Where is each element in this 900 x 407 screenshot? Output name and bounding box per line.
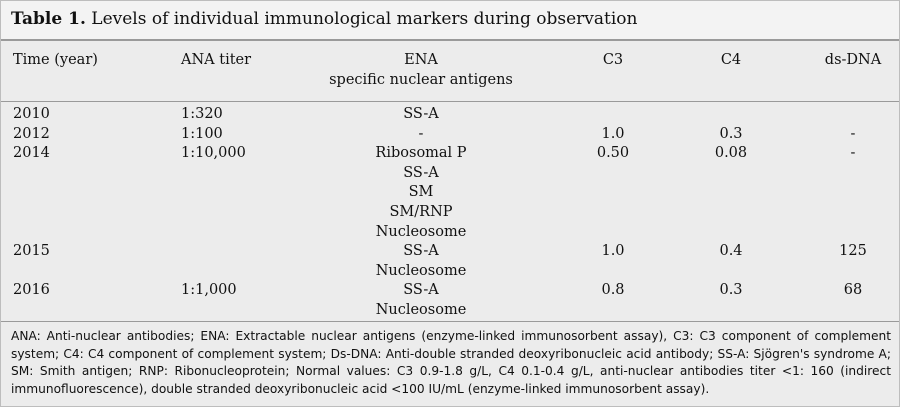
cell-ena: SS-A [403,282,439,299]
cell-ana-titer: 1:1,000 [181,282,237,299]
bottom-rule [1,321,899,322]
cell-ds-dna: - [850,125,856,142]
cell-c4: 0.3 [719,125,743,142]
cell-c3: 1.0 [601,125,625,142]
cell-ena: SS-A [403,243,439,260]
header-time: Time (year) [13,52,98,68]
header-ena: specific nuclear antigens [329,71,513,88]
cell-ena: SS-A [403,164,439,181]
title-bar: Table 1. Levels of individual immunologi… [1,1,899,41]
cell-ds-dna: 68 [843,282,863,299]
table-caption: Levels of individual immunological marke… [91,9,638,29]
cell-ana-titer: 1:10,000 [181,145,246,162]
cell-ana-titer: 1:320 [181,106,223,122]
cell-c3: 1.0 [601,243,625,260]
cell-time: 2010 [13,106,50,122]
cell-ena: Nucleosome [375,262,467,279]
cell-c4: 0.08 [714,145,748,162]
cell-ena: SM/RNP [389,204,453,220]
cell-ana-titer: 1:100 [181,125,223,142]
cell-ena: Nucleosome [375,223,467,240]
cell-time: 2016 [13,282,50,299]
table-title: Table 1. Levels of individual immunologi… [11,9,638,29]
cell-ds-dna: - [850,145,856,162]
cell-ds-dna: 125 [839,243,867,260]
cell-time: 2015 [13,243,50,260]
header-ana-titer: ANA titer [181,52,252,68]
cell-ena: Nucleosome [375,302,467,318]
cell-c4: 0.4 [719,243,743,260]
header-rule [1,101,899,102]
header-c4: C4 [720,52,742,68]
cell-c3: 0.8 [601,282,625,299]
header-c3: C3 [602,52,624,68]
cell-c3: 0.50 [596,145,630,162]
cell-time: 2014 [13,145,50,162]
footnote: ANA: Anti-nuclear antibodies; ENA: Extra… [11,329,891,396]
cell-ena: SS-A [403,106,439,122]
table-label: Table 1. [11,9,86,29]
cell-ena: SM [408,184,434,201]
header-ds-dna: ds-DNA [824,52,882,68]
cell-ena: - [418,125,424,142]
cell-ena: Ribosomal P [375,145,467,162]
header-ena: ENA [404,52,438,68]
cell-c4: 0.3 [719,282,743,299]
cell-time: 2012 [13,125,50,142]
